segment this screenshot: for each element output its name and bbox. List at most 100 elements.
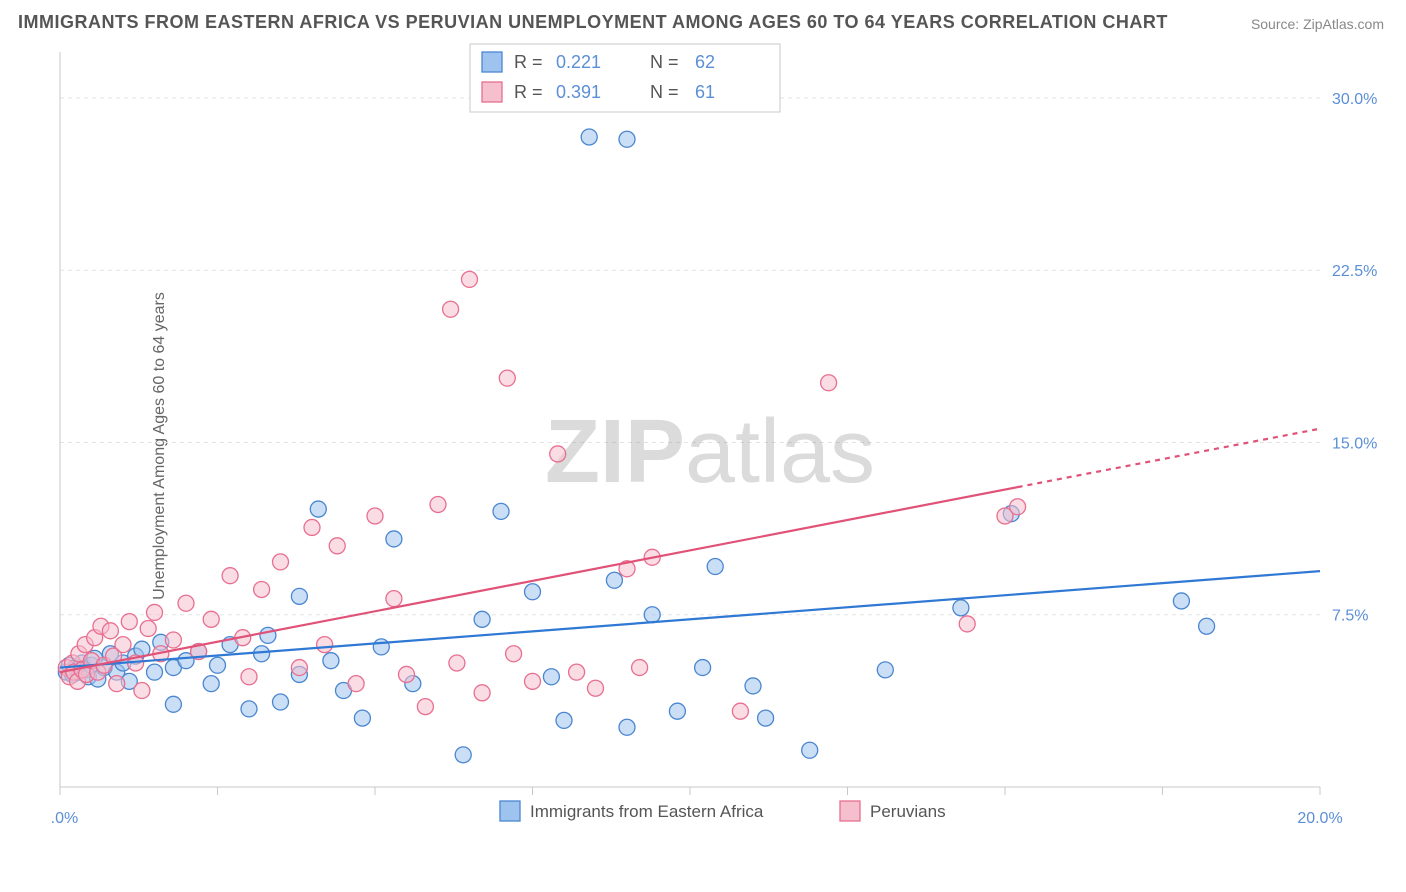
stats-n-value: 62 <box>695 52 715 72</box>
scatter-point <box>550 446 566 462</box>
scatter-point <box>115 637 131 653</box>
scatter-point <box>121 614 137 630</box>
scatter-point <box>147 604 163 620</box>
scatter-point <box>474 611 490 627</box>
scatter-point <box>644 607 660 623</box>
scatter-point <box>210 657 226 673</box>
scatter-point <box>1173 593 1189 609</box>
trend-line <box>60 487 1018 672</box>
scatter-point <box>329 538 345 554</box>
scatter-point <box>802 742 818 758</box>
source-prefix: Source: <box>1251 16 1303 32</box>
scatter-point <box>241 701 257 717</box>
scatter-point <box>386 591 402 607</box>
watermark: ZIPatlas <box>545 402 875 502</box>
scatter-point <box>1010 499 1026 515</box>
scatter-point <box>134 683 150 699</box>
scatter-point <box>323 653 339 669</box>
scatter-point <box>273 554 289 570</box>
scatter-point <box>304 519 320 535</box>
scatter-point <box>588 680 604 696</box>
scatter-point <box>959 616 975 632</box>
stats-n-label: N = <box>650 52 679 72</box>
scatter-point <box>367 508 383 524</box>
plot-area: ZIPatlas R = 0.221 N = 62 R = 0.391 N = 61 Immi… <box>50 42 1390 842</box>
scatter-point <box>291 588 307 604</box>
scatter-point <box>178 595 194 611</box>
source-attribution: Source: ZipAtlas.com <box>1251 16 1384 32</box>
legend-label: Immigrants from Eastern Africa <box>530 802 764 821</box>
scatter-point <box>493 503 509 519</box>
scatter-point <box>449 655 465 671</box>
y-tick-label: 15.0% <box>1332 435 1377 452</box>
scatter-point <box>417 699 433 715</box>
legend-swatch <box>482 52 502 72</box>
scatter-point <box>619 719 635 735</box>
scatter-point <box>732 703 748 719</box>
scatter-point <box>619 131 635 147</box>
scatter-point <box>606 572 622 588</box>
scatter-point <box>462 271 478 287</box>
source-link[interactable]: ZipAtlas.com <box>1303 16 1384 32</box>
scatter-point <box>373 639 389 655</box>
scatter-point <box>140 621 156 637</box>
stats-r-label: R = <box>514 82 543 102</box>
stats-r-label: R = <box>514 52 543 72</box>
scatter-point <box>707 559 723 575</box>
scatter-point <box>455 747 471 763</box>
stats-r-value: 0.391 <box>556 82 601 102</box>
scatter-point <box>877 662 893 678</box>
chart-title: IMMIGRANTS FROM EASTERN AFRICA VS PERUVI… <box>18 12 1168 33</box>
scatter-point <box>291 660 307 676</box>
scatter-point <box>581 129 597 145</box>
scatter-point <box>165 696 181 712</box>
scatter-point <box>569 664 585 680</box>
scatter-point <box>317 637 333 653</box>
scatter-point <box>273 694 289 710</box>
scatter-point <box>474 685 490 701</box>
scatter-point <box>632 660 648 676</box>
scatter-point <box>241 669 257 685</box>
scatter-point <box>310 501 326 517</box>
scatter-point <box>165 632 181 648</box>
x-tick-label: 0.0% <box>50 810 78 827</box>
scatter-point <box>254 581 270 597</box>
scatter-point <box>354 710 370 726</box>
scatter-point <box>525 673 541 689</box>
scatter-point <box>758 710 774 726</box>
scatter-point <box>203 676 219 692</box>
scatter-point <box>669 703 685 719</box>
scatter-point <box>525 584 541 600</box>
y-tick-label: 30.0% <box>1332 91 1377 108</box>
scatter-point <box>348 676 364 692</box>
trend-line <box>60 571 1320 667</box>
legend-label: Peruvians <box>870 802 946 821</box>
scatter-point <box>543 669 559 685</box>
scatter-point <box>399 666 415 682</box>
legend-swatch <box>500 801 520 821</box>
scatter-point <box>386 531 402 547</box>
scatter-point <box>1199 618 1215 634</box>
y-tick-label: 22.5% <box>1332 263 1377 280</box>
scatter-point <box>147 664 163 680</box>
scatter-point <box>109 676 125 692</box>
scatter-point <box>506 646 522 662</box>
stats-n-label: N = <box>650 82 679 102</box>
legend-swatch <box>482 82 502 102</box>
stats-n-value: 61 <box>695 82 715 102</box>
scatter-point <box>953 600 969 616</box>
scatter-point <box>254 646 270 662</box>
scatter-point <box>821 375 837 391</box>
scatter-point <box>102 623 118 639</box>
scatter-point <box>203 611 219 627</box>
trend-line-dashed <box>1018 429 1320 487</box>
x-tick-label: 20.0% <box>1297 810 1342 827</box>
scatter-correlation-chart: IMMIGRANTS FROM EASTERN AFRICA VS PERUVI… <box>0 0 1406 892</box>
scatter-point <box>695 660 711 676</box>
scatter-point <box>222 568 238 584</box>
scatter-point <box>443 301 459 317</box>
stats-r-value: 0.221 <box>556 52 601 72</box>
scatter-point <box>745 678 761 694</box>
scatter-point <box>430 496 446 512</box>
scatter-point <box>556 712 572 728</box>
